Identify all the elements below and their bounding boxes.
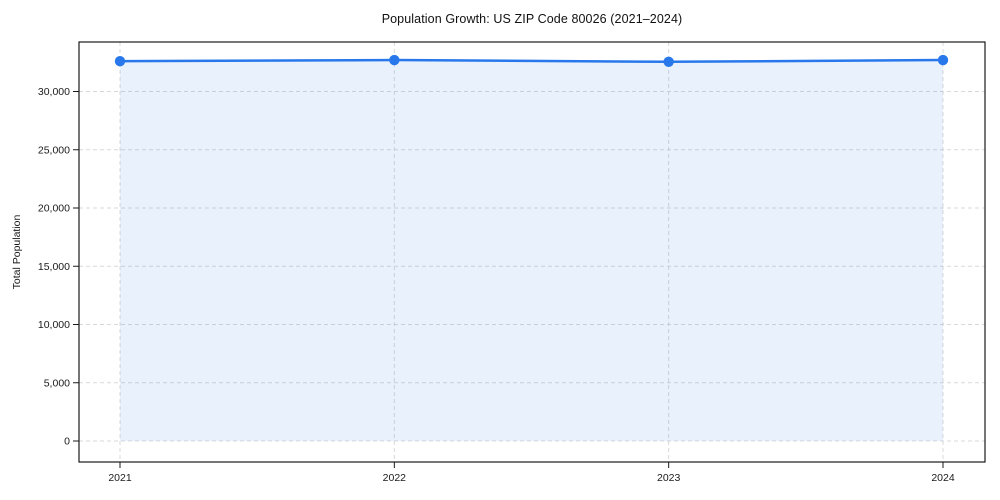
y-tick-label: 0 xyxy=(64,436,70,448)
y-tick-label: 15,000 xyxy=(38,261,70,273)
y-tick-label: 25,000 xyxy=(38,144,70,156)
trend-line xyxy=(118,58,945,64)
data-point-marker xyxy=(937,54,949,66)
x-tick-label: 2021 xyxy=(108,472,132,484)
data-point-marker xyxy=(663,56,674,67)
plot-border xyxy=(78,41,986,463)
y-tick-label: 5,000 xyxy=(44,377,70,389)
x-tick-label: 2022 xyxy=(383,472,407,484)
chart-title: Population Growth: US ZIP Code 80026 (20… xyxy=(381,12,683,26)
x-tick-label: 2023 xyxy=(657,472,681,484)
data-point-marker xyxy=(114,56,126,67)
x-tick-label: 2024 xyxy=(931,472,955,484)
area-fill xyxy=(120,60,943,442)
y-tick-label: 20,000 xyxy=(38,203,70,215)
y-tick-label: 30,000 xyxy=(38,86,70,98)
data-point-marker xyxy=(389,54,400,66)
y-tick-label: 10,000 xyxy=(38,319,70,331)
